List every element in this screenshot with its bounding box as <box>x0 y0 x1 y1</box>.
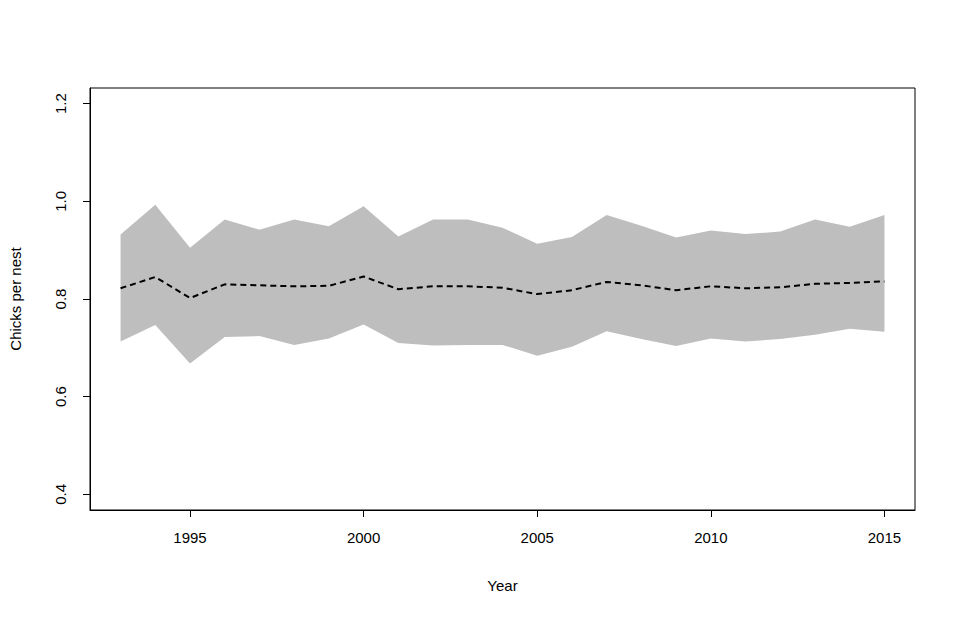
svg-text:2010: 2010 <box>694 529 727 546</box>
svg-text:1.2: 1.2 <box>52 93 69 114</box>
svg-text:Year: Year <box>487 577 517 594</box>
svg-text:1.0: 1.0 <box>52 191 69 212</box>
svg-text:0.8: 0.8 <box>52 289 69 310</box>
svg-text:2005: 2005 <box>521 529 554 546</box>
svg-text:Chicks per nest: Chicks per nest <box>7 246 24 350</box>
svg-text:1995: 1995 <box>173 529 206 546</box>
svg-text:0.6: 0.6 <box>52 386 69 407</box>
svg-text:0.4: 0.4 <box>52 484 69 505</box>
svg-text:2000: 2000 <box>347 529 380 546</box>
svg-text:2015: 2015 <box>868 529 901 546</box>
